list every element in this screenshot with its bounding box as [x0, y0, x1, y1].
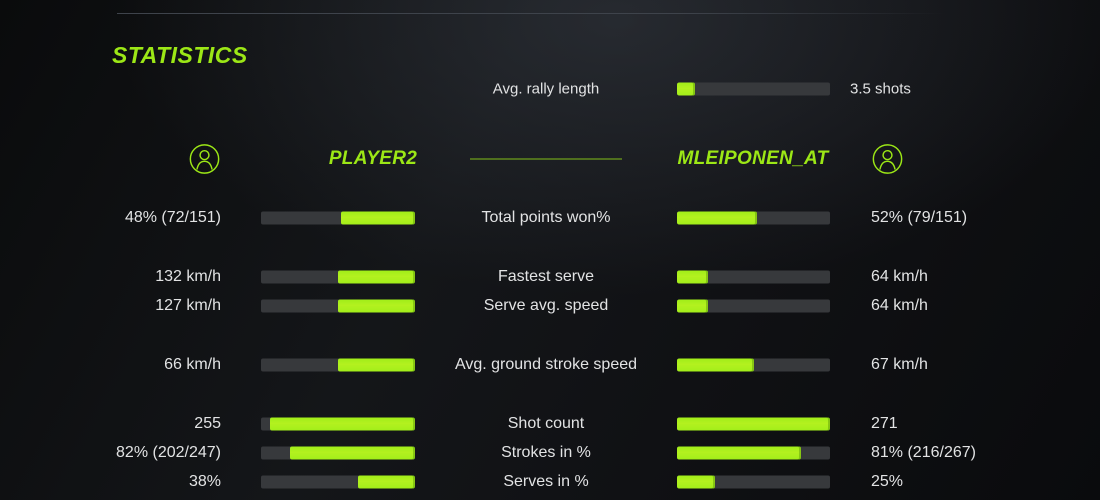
stat-label: Strokes in %	[501, 444, 591, 461]
left-player-bar	[261, 417, 415, 431]
right-player-avatar	[872, 144, 903, 175]
right-player-value: 271	[871, 415, 898, 432]
right-bar-fill	[677, 417, 830, 431]
right-bar-fill	[677, 446, 801, 460]
center-divider	[470, 158, 622, 160]
left-player-bar	[261, 475, 415, 489]
top-divider	[117, 13, 945, 14]
stat-row-serves-in: 38% Serves in % 25%	[0, 467, 1100, 497]
right-player-bar	[677, 475, 830, 489]
left-player-value: 82% (202/247)	[116, 444, 221, 461]
right-player-name: MLEIPONEN_AT	[677, 148, 829, 169]
left-bar-fill	[338, 270, 415, 284]
avg-rally-value: 3.5 shots	[850, 80, 911, 98]
left-player-name: PLAYER2	[328, 148, 418, 169]
right-player-bar	[677, 211, 830, 225]
user-icon	[872, 144, 903, 174]
left-player-bar	[261, 446, 415, 460]
left-bar-fill	[341, 211, 415, 225]
right-player-value: 25%	[871, 473, 904, 490]
left-bar-fill	[338, 358, 415, 372]
left-bar-fill	[290, 446, 415, 460]
avg-rally-label: Avg. rally length	[492, 80, 600, 98]
right-player-value: 67 km/h	[871, 356, 928, 373]
right-bar-fill	[677, 270, 708, 284]
stat-label: Shot count	[507, 415, 585, 432]
right-bar-fill	[677, 211, 757, 225]
right-player-bar	[677, 446, 830, 460]
left-player-value: 66 km/h	[164, 356, 221, 373]
left-player-value: 127 km/h	[155, 297, 221, 314]
right-player-bar	[677, 358, 830, 372]
right-player-value: 52% (79/151)	[871, 209, 968, 226]
left-player-bar	[261, 358, 415, 372]
players-header: PLAYER2 MLEIPONEN_AT	[0, 140, 1100, 178]
stat-row-total-points: 48% (72/151) Total points won% 52% (79/1…	[0, 203, 1100, 233]
right-bar-fill	[677, 358, 754, 372]
right-bar-fill	[677, 299, 708, 313]
user-icon	[189, 144, 220, 174]
left-player-avatar	[189, 144, 220, 175]
right-bar-fill	[677, 475, 716, 489]
stat-row-strokes-in: 82% (202/247) Strokes in % 81% (216/267)	[0, 438, 1100, 468]
avg-rally-row: Avg. rally length 3.5 shots	[0, 74, 1100, 104]
stat-row-serve-avg-speed: 127 km/h Serve avg. speed 64 km/h	[0, 291, 1100, 321]
left-player-value: 255	[194, 415, 221, 432]
right-player-bar	[677, 299, 830, 313]
avg-rally-bar	[677, 82, 830, 96]
stat-row-fastest-serve: 132 km/h Fastest serve 64 km/h	[0, 262, 1100, 292]
avg-rally-bar-fill	[677, 82, 696, 96]
left-bar-fill	[338, 299, 415, 313]
right-player-value: 81% (216/267)	[871, 444, 976, 461]
left-player-value: 132 km/h	[155, 268, 221, 285]
right-player-bar	[677, 270, 830, 284]
left-player-value: 48% (72/151)	[124, 209, 221, 226]
left-player-bar	[261, 270, 415, 284]
left-player-bar	[261, 211, 415, 225]
right-player-bar	[677, 417, 830, 431]
stat-row-shot-count: 255 Shot count 271	[0, 409, 1100, 439]
right-player-value: 64 km/h	[871, 268, 928, 285]
page-title: STATISTICS	[112, 42, 248, 68]
left-player-bar	[261, 299, 415, 313]
stat-label: Serves in %	[503, 473, 589, 490]
stat-label: Serve avg. speed	[483, 297, 609, 314]
right-player-value: 64 km/h	[871, 297, 928, 314]
left-player-value: 38%	[188, 473, 221, 490]
stat-label: Fastest serve	[497, 268, 595, 285]
stat-label: Avg. ground stroke speed	[454, 356, 638, 373]
left-bar-fill	[358, 475, 415, 489]
stat-row-ground-stroke-speed: 66 km/h Avg. ground stroke speed 67 km/h	[0, 350, 1100, 380]
left-bar-fill	[270, 417, 415, 431]
stat-label: Total points won%	[481, 209, 611, 226]
